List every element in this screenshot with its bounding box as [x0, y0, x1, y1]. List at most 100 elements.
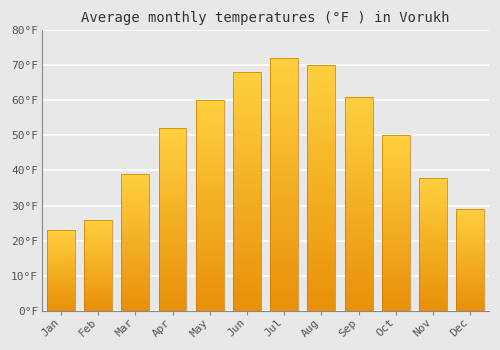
Bar [196, 158, 224, 161]
Bar [270, 71, 298, 74]
Bar [308, 65, 336, 69]
Bar [196, 179, 224, 182]
Bar [382, 158, 410, 160]
Bar [308, 96, 336, 99]
Bar [233, 293, 261, 296]
Bar [456, 292, 484, 293]
Bar [456, 266, 484, 267]
Bar [456, 239, 484, 241]
Bar [158, 140, 186, 142]
Bar [419, 277, 447, 279]
Bar [270, 140, 298, 143]
Bar [456, 283, 484, 284]
Bar [84, 254, 112, 255]
Bar [344, 228, 372, 230]
Bar [419, 294, 447, 296]
Bar [233, 195, 261, 197]
Bar [84, 230, 112, 231]
Bar [382, 177, 410, 179]
Bar [419, 191, 447, 192]
Bar [158, 142, 186, 145]
Bar [84, 268, 112, 270]
Bar [158, 270, 186, 272]
Bar [122, 211, 150, 213]
Bar [270, 301, 298, 304]
Bar [344, 284, 372, 287]
Bar [382, 142, 410, 144]
Bar [158, 145, 186, 147]
Bar [47, 290, 75, 292]
Bar [122, 295, 150, 297]
Bar [419, 261, 447, 262]
Bar [84, 257, 112, 258]
Bar [233, 206, 261, 209]
Bar [382, 249, 410, 251]
Bar [270, 292, 298, 295]
Bar [122, 285, 150, 287]
Bar [419, 193, 447, 194]
Bar [233, 224, 261, 227]
Bar [84, 228, 112, 229]
Bar [84, 292, 112, 294]
Bar [84, 222, 112, 223]
Bar [456, 255, 484, 256]
Bar [456, 243, 484, 245]
Bar [382, 291, 410, 293]
Bar [419, 239, 447, 241]
Bar [270, 144, 298, 147]
Bar [344, 204, 372, 206]
Bar [382, 308, 410, 310]
Bar [47, 280, 75, 281]
Bar [196, 182, 224, 184]
Bar [233, 221, 261, 224]
Bar [382, 221, 410, 223]
Bar [47, 282, 75, 284]
Bar [233, 171, 261, 174]
Bar [270, 128, 298, 131]
Bar [382, 164, 410, 166]
Bar [233, 197, 261, 201]
Bar [196, 156, 224, 158]
Bar [84, 275, 112, 276]
Bar [344, 212, 372, 215]
Bar [196, 177, 224, 179]
Bar [456, 274, 484, 275]
Bar [308, 121, 336, 124]
Bar [382, 240, 410, 243]
Bar [84, 250, 112, 251]
Bar [47, 309, 75, 310]
Bar [419, 241, 447, 242]
Bar [308, 163, 336, 167]
Bar [47, 264, 75, 265]
Bar [270, 68, 298, 71]
Bar [270, 62, 298, 65]
Bar [122, 230, 150, 232]
Bar [419, 229, 447, 231]
Bar [47, 302, 75, 303]
Bar [382, 278, 410, 280]
Bar [344, 292, 372, 295]
Bar [344, 177, 372, 180]
Bar [122, 220, 150, 222]
Bar [233, 120, 261, 123]
Bar [196, 305, 224, 308]
Bar [47, 233, 75, 234]
Bar [344, 217, 372, 220]
Bar [270, 304, 298, 307]
Bar [382, 181, 410, 184]
Bar [270, 251, 298, 254]
Bar [233, 239, 261, 242]
Bar [456, 288, 484, 289]
Bar [419, 212, 447, 214]
Bar [122, 196, 150, 198]
Bar [382, 265, 410, 267]
Bar [456, 224, 484, 225]
Bar [270, 58, 298, 62]
Bar [196, 100, 224, 103]
Bar [233, 174, 261, 177]
Bar [47, 260, 75, 261]
Bar [122, 292, 150, 294]
Bar [47, 296, 75, 298]
Bar [158, 217, 186, 219]
Bar [419, 262, 447, 264]
